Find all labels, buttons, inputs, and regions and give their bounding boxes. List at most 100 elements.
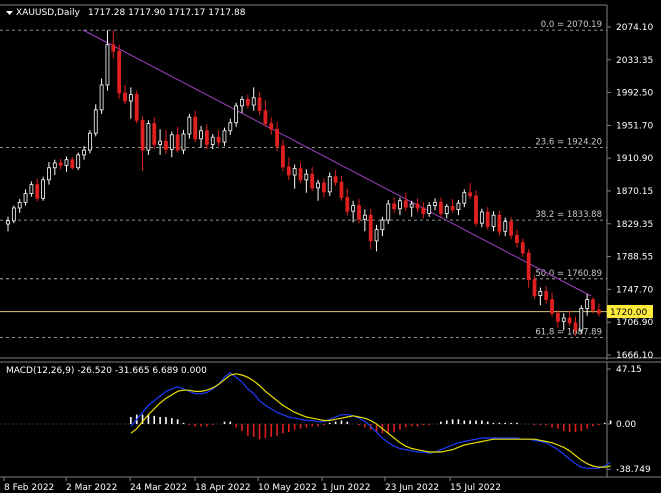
bear-candle (152, 123, 157, 145)
bear-candle (509, 221, 514, 236)
bear-candle (35, 184, 40, 199)
price-tick-label: 1910.90 (616, 154, 653, 164)
bull-candle (462, 192, 467, 204)
bear-candle (263, 110, 268, 124)
price-tick-label: 2074.10 (616, 23, 653, 33)
bull-candle (491, 214, 496, 227)
bear-candle (204, 130, 209, 145)
date-axis: 8 Feb 2022 2 Mar 2022 24 Mar 2022 18 Apr 20… (3, 477, 501, 493)
bear-candle (310, 173, 315, 189)
bear-candle (111, 44, 116, 52)
bear-candle (591, 299, 595, 311)
bull-candle (585, 299, 590, 309)
bear-candle (175, 134, 180, 151)
bull-candle (234, 105, 239, 124)
price-axis: 2074.10 2033.35 1992.50 1951.70 1910.90 1870.… (607, 23, 653, 361)
bull-candle (538, 291, 543, 296)
bear-candle (474, 195, 478, 224)
bear-candle (596, 309, 601, 314)
date-label: 2 Mar 2022 (66, 483, 117, 493)
bear-candle (438, 201, 443, 214)
bear-candle (281, 145, 285, 168)
bull-candle (128, 94, 133, 102)
macd-axis: 47.15 0.00 -38.749 (607, 365, 651, 475)
bear-candle (117, 50, 122, 94)
bear-candle (269, 123, 274, 130)
bull-candle (41, 179, 45, 199)
bull-candle (240, 99, 244, 107)
bull-candle (427, 205, 432, 214)
bear-candle (193, 116, 198, 140)
bull-candle (456, 202, 461, 210)
fib-level-label: 38.2 = 1833.88 (535, 210, 602, 220)
bear-candle (286, 166, 291, 176)
price-tick-label: 2033.35 (616, 56, 653, 66)
bull-candle (93, 109, 98, 134)
bear-candle (556, 312, 560, 322)
bear-candle (468, 192, 473, 197)
fib-level-label: 0.0 = 2070.19 (541, 20, 602, 30)
bull-candle (6, 220, 10, 225)
bull-candle (146, 123, 151, 151)
bull-candle (251, 97, 256, 106)
bull-candle (304, 173, 309, 181)
price-tick-label: 1666.10 (616, 351, 653, 361)
bull-candle (292, 168, 297, 176)
price-tick-label: 1870.15 (616, 187, 653, 197)
price-tick-label: 1706.90 (616, 318, 653, 328)
bear-candle (515, 234, 519, 243)
macd-signal-line (130, 373, 611, 468)
ohlc-label: 1717.28 1717.90 1717.17 1717.88 (88, 8, 246, 18)
bear-candle (497, 214, 502, 232)
bear-candle (164, 140, 168, 150)
bull-candle (23, 193, 28, 203)
bull-candle (374, 229, 379, 242)
bull-candle (433, 201, 437, 206)
bull-candle (17, 201, 22, 209)
bull-candle (316, 182, 320, 189)
bear-candle (134, 94, 139, 121)
bear-candle (345, 197, 350, 212)
macd-tick-label: 47.15 (616, 365, 642, 375)
bear-candle (450, 205, 455, 210)
bear-candle (550, 299, 554, 314)
fib-level-label: 61.8 = 1687.89 (535, 327, 602, 337)
date-label: 1 Jun 2022 (322, 483, 370, 493)
bull-candle (105, 44, 110, 86)
bear-candle (485, 211, 490, 227)
bear-candle (245, 99, 250, 106)
date-label: 15 Jul 2022 (450, 483, 501, 493)
bear-candle (58, 162, 63, 166)
triangle-down-icon[interactable] (6, 11, 13, 15)
bear-candle (567, 317, 572, 324)
price-tick-label: 1951.70 (616, 121, 653, 131)
downtrend-line[interactable] (82, 29, 592, 297)
bear-candle (339, 181, 344, 198)
bull-candle (52, 162, 57, 169)
fibonacci-levels[interactable]: 0.0 = 2070.19 23.6 = 1924.20 38.2 = 1833.8… (0, 20, 607, 338)
bull-candle (76, 154, 81, 169)
bull-candle (210, 136, 215, 145)
bear-candle (526, 252, 531, 280)
price-tick-label: 1829.35 (616, 220, 653, 230)
bull-candle (479, 211, 484, 224)
bull-candle (222, 130, 227, 143)
bull-candle (503, 221, 508, 232)
current-price-tag: 1720.00 (607, 305, 653, 318)
bull-candle (228, 122, 233, 132)
bear-candle (140, 119, 145, 151)
bear-candle (368, 214, 373, 242)
date-label: 23 Jun 2022 (385, 483, 439, 493)
macd-tick-label: -38.749 (616, 465, 651, 475)
date-label: 10 May 2022 (258, 483, 317, 493)
bull-candle (187, 116, 192, 135)
bear-candle (257, 97, 262, 112)
bull-candle (158, 140, 163, 145)
bear-candle (123, 92, 127, 102)
bull-candle (327, 176, 332, 193)
candlestick-series (6, 30, 601, 336)
bull-candle (88, 132, 92, 151)
bull-candle (362, 214, 367, 220)
bull-candle (409, 203, 414, 208)
